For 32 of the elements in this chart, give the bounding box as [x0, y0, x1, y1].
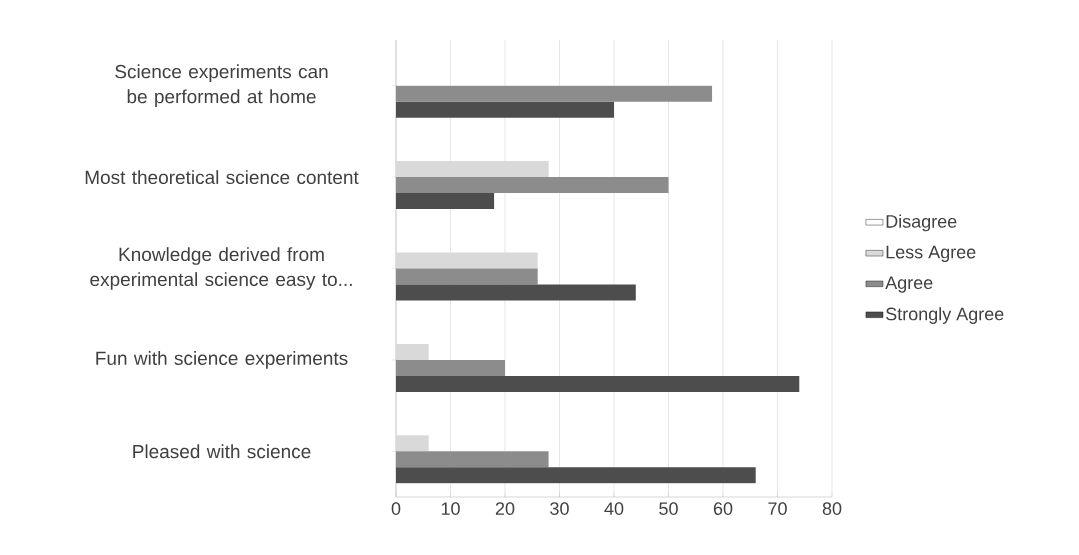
bar [396, 101, 614, 118]
x-tick-label: 10 [441, 502, 460, 515]
bar [396, 359, 505, 376]
bar [396, 284, 636, 301]
x-tick-label: 70 [768, 502, 787, 515]
bar [396, 467, 756, 484]
bar [396, 177, 669, 194]
bar [396, 161, 549, 178]
y-tick-label: Pleased with science [133, 444, 311, 459]
x-tick-label: 0 [391, 502, 401, 515]
x-tick-label: 40 [604, 502, 624, 515]
legend-label: Agree [885, 276, 933, 293]
y-tick-label: Fun with science experiments [96, 351, 348, 369]
bar [396, 252, 538, 269]
bar [396, 193, 495, 210]
x-tick-label: 30 [550, 502, 569, 515]
bar [396, 435, 429, 452]
legend-label: Less Agree [886, 245, 976, 262]
y-tick-label: Knowledge derived from experimental science easy to... [90, 247, 352, 290]
y-tick-label: Most theoretical science content [85, 170, 359, 185]
x-tick-label: 50 [659, 502, 678, 515]
bar [396, 375, 800, 392]
x-tick-label: 20 [495, 502, 515, 515]
bar [396, 343, 429, 360]
legend-label: Disagree [886, 214, 957, 232]
bar [396, 451, 549, 468]
bar [396, 85, 713, 102]
y-tick-label: Science experiments can be performed at home [115, 64, 328, 108]
bar [396, 268, 538, 285]
legend-label: Strongly Agree [886, 307, 1004, 324]
x-tick-label: 60 [713, 502, 733, 515]
x-tick-label: 80 [822, 502, 842, 515]
